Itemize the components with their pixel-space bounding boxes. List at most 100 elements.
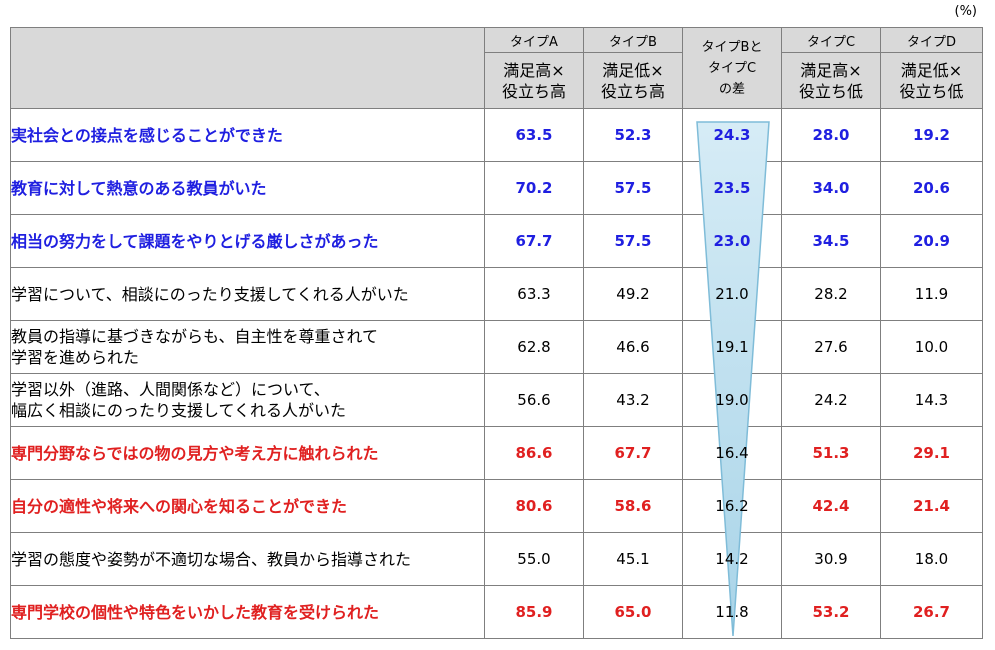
header-c-line2: 役立ち低 <box>798 81 863 101</box>
header-diff-line1: タイプBと <box>701 39 763 55</box>
value-type-c: 34.5 <box>781 214 881 268</box>
value-diff: 23.0 <box>682 214 782 268</box>
table-row: 教育に対して熱意のある教員がいた 70.2 57.5 23.5 34.0 20.6 <box>10 161 983 215</box>
header-diff-line3: の差 <box>718 81 745 97</box>
header-c-desc: 満足高× 役立ち低 <box>781 52 881 109</box>
row-label: 相当の努力をして課題をやりとげる厳しさがあった <box>10 214 485 268</box>
value-type-b: 49.2 <box>583 267 683 321</box>
table-row: 相当の努力をして課題をやりとげる厳しさがあった 67.7 57.5 23.0 34.5 2… <box>10 214 983 268</box>
value-type-c: 27.6 <box>781 320 881 374</box>
value-diff: 24.3 <box>682 108 782 162</box>
value-type-c: 53.2 <box>781 585 881 639</box>
table-row: 学習以外（進路、人間関係など）について、 幅広く相談にのったり支援してくれる人がい… <box>10 373 983 427</box>
header-diff-line2: タイプC <box>707 60 757 76</box>
value-type-b: 67.7 <box>583 426 683 480</box>
value-diff: 19.0 <box>682 373 782 427</box>
value-type-a: 67.7 <box>484 214 584 268</box>
row-label: 実社会との接点を感じることができた <box>10 108 485 162</box>
header-b-line2: 役立ち高 <box>600 81 665 101</box>
header-type-d: タイプD <box>880 27 983 53</box>
header-c-line1: 満足高× <box>800 60 862 80</box>
table-row: 実社会との接点を感じることができた 63.5 52.3 24.3 28.0 19.2 <box>10 108 983 162</box>
value-type-a: 63.3 <box>484 267 584 321</box>
value-type-b: 57.5 <box>583 214 683 268</box>
value-type-c: 51.3 <box>781 426 881 480</box>
value-type-b: 45.1 <box>583 532 683 586</box>
value-type-d: 19.2 <box>880 108 983 162</box>
value-type-a: 86.6 <box>484 426 584 480</box>
value-type-d: 20.9 <box>880 214 983 268</box>
value-diff: 16.4 <box>682 426 782 480</box>
value-type-d: 26.7 <box>880 585 983 639</box>
value-type-a: 55.0 <box>484 532 584 586</box>
header-type-b: タイプB <box>583 27 683 53</box>
row-label: 学習の態度や姿勢が不適切な場合、教員から指導された <box>10 532 485 586</box>
row-label-line2: 学習を進められた <box>11 348 140 367</box>
value-type-a: 56.6 <box>484 373 584 427</box>
value-diff-text: 19.0 <box>715 391 749 409</box>
header-type-c: タイプC <box>781 27 881 53</box>
value-type-b: 46.6 <box>583 320 683 374</box>
value-diff: 23.5 <box>682 161 782 215</box>
table-row: 専門学校の個性や特色をいかした教育を受けられた 85.9 65.0 11.8 53.2 2… <box>10 585 983 639</box>
value-type-b: 65.0 <box>583 585 683 639</box>
row-label-line1: 実社会との接点を感じることができた <box>11 125 283 145</box>
data-table: タイプA タイプB タイプBと タイプC の差 タイプC タイプD 満足高× 役… <box>10 27 983 639</box>
row-label: 学習以外（進路、人間関係など）について、 幅広く相談にのったり支援してくれる人がい… <box>10 373 485 427</box>
value-type-d: 20.6 <box>880 161 983 215</box>
value-type-d: 14.3 <box>880 373 983 427</box>
value-type-b: 57.5 <box>583 161 683 215</box>
value-diff: 16.2 <box>682 479 782 533</box>
row-label-line1: 学習以外（進路、人間関係など）について、 <box>11 380 330 399</box>
table-row: 教員の指導に基づきながらも、自主性を尊重されて 学習を進められた 62.8 46.6 1… <box>10 320 983 374</box>
header-d-line2: 役立ち低 <box>899 81 964 101</box>
value-type-c: 34.0 <box>781 161 881 215</box>
table-row: 自分の適性や将来への関心を知ることができた 80.6 58.6 16.2 42.4 21.… <box>10 479 983 533</box>
header-d-line1: 満足低× <box>900 60 963 80</box>
value-type-c: 30.9 <box>781 532 881 586</box>
table-row: 学習について、相談にのったり支援してくれる人がいた 63.3 49.2 21.0 28.… <box>10 267 983 321</box>
value-type-a: 63.5 <box>484 108 584 162</box>
header-a-desc: 満足高× 役立ち高 <box>484 52 584 109</box>
value-type-a: 70.2 <box>484 161 584 215</box>
value-type-d: 21.4 <box>880 479 983 533</box>
corner-header <box>10 27 485 109</box>
row-label-line1: 自分の適性や将来への関心を知ることができた <box>11 496 348 516</box>
table-row: 専門分野ならではの物の見方や考え方に触れられた 86.6 67.7 16.4 51.3 2… <box>10 426 983 480</box>
row-label: 教員の指導に基づきながらも、自主性を尊重されて 学習を進められた <box>10 320 485 374</box>
value-diff-text: 23.0 <box>713 232 751 250</box>
header-diff: タイプBと タイプC の差 <box>682 27 782 109</box>
value-diff-text: 16.4 <box>715 444 749 462</box>
value-type-d: 11.9 <box>880 267 983 321</box>
value-type-b: 58.6 <box>583 479 683 533</box>
row-label-line1: 専門学校の個性や特色をいかした教育を受けられた <box>11 602 380 622</box>
value-type-a: 85.9 <box>484 585 584 639</box>
row-label-line1: 相当の努力をして課題をやりとげる厳しさがあった <box>11 231 379 251</box>
value-diff-text: 21.0 <box>715 285 749 303</box>
value-diff-text: 16.2 <box>715 497 749 515</box>
value-type-a: 80.6 <box>484 479 584 533</box>
header-d-desc: 満足低× 役立ち低 <box>880 52 983 109</box>
header-type-a: タイプA <box>484 27 584 53</box>
value-diff: 11.8 <box>682 585 782 639</box>
value-type-b: 52.3 <box>583 108 683 162</box>
value-type-c: 24.2 <box>781 373 881 427</box>
value-type-c: 42.4 <box>781 479 881 533</box>
value-type-b: 43.2 <box>583 373 683 427</box>
unit-label: (%) <box>954 4 978 19</box>
table-body: 実社会との接点を感じることができた 63.5 52.3 24.3 28.0 19.2 教育に… <box>10 108 983 639</box>
row-label: 専門学校の個性や特色をいかした教育を受けられた <box>10 585 485 639</box>
value-type-d: 18.0 <box>880 532 983 586</box>
row-label-line1: 教育に対して熱意のある教員がいた <box>11 178 267 198</box>
table-row: 学習の態度や姿勢が不適切な場合、教員から指導された 55.0 45.1 14.2 30.… <box>10 532 983 586</box>
value-diff-text: 23.5 <box>713 179 751 197</box>
value-type-a: 62.8 <box>484 320 584 374</box>
header-b-line1: 満足低× <box>602 60 664 80</box>
row-label-line1: 学習の態度や姿勢が不適切な場合、教員から指導された <box>11 549 412 569</box>
value-type-d: 10.0 <box>880 320 983 374</box>
row-label: 自分の適性や将来への関心を知ることができた <box>10 479 485 533</box>
value-type-d: 29.1 <box>880 426 983 480</box>
row-label: 教育に対して熱意のある教員がいた <box>10 161 485 215</box>
row-label: 学習について、相談にのったり支援してくれる人がいた <box>10 267 485 321</box>
row-label-line1: 教員の指導に基づきながらも、自主性を尊重されて <box>11 327 379 346</box>
